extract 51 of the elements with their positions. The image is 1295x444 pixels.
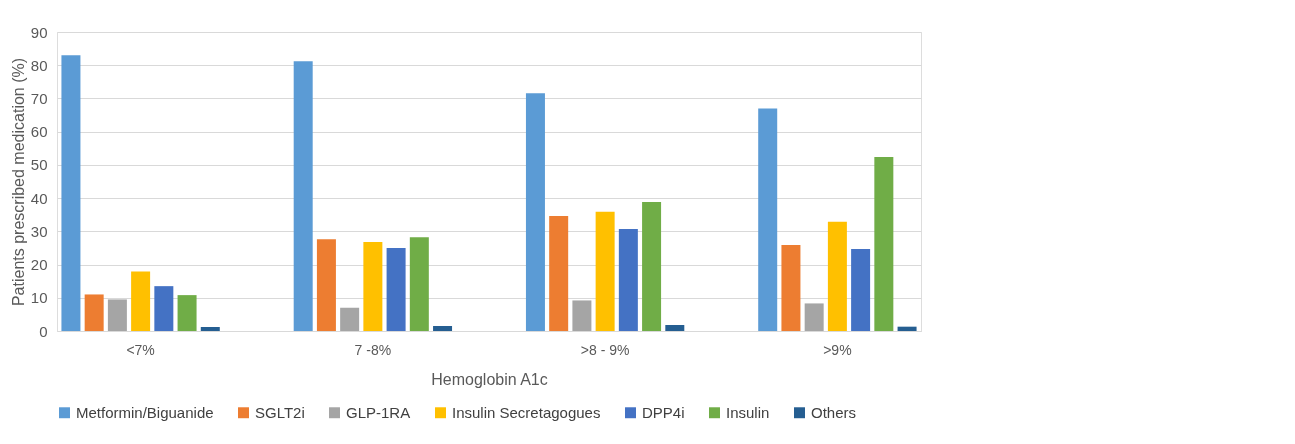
y-tick-label: 0 xyxy=(39,322,48,340)
bar xyxy=(340,307,360,331)
legend-label: Insulin xyxy=(726,403,770,421)
bar xyxy=(316,239,336,331)
y-tick-label: 20 xyxy=(30,256,48,274)
y-tick-label: 70 xyxy=(30,89,48,107)
bar xyxy=(386,247,406,331)
y-tick-label: 10 xyxy=(30,289,48,307)
y-tick-label: 50 xyxy=(30,156,48,174)
bar xyxy=(618,229,638,331)
bar xyxy=(154,286,174,331)
y-axis-title: Patients prescribed medication (%) xyxy=(9,57,27,307)
x-tick-label: <7% xyxy=(126,341,155,358)
bar xyxy=(525,93,545,331)
y-tick-label: 60 xyxy=(30,123,48,141)
x-axis-title: Hemoglobin A1c xyxy=(431,370,548,388)
legend-label: SGLT2i xyxy=(255,403,305,421)
bar xyxy=(433,326,453,331)
y-tick-label: 90 xyxy=(30,23,48,41)
x-tick-label: 7 -8% xyxy=(354,341,392,358)
x-tick-label: >8 - 9% xyxy=(580,341,630,358)
bar xyxy=(293,61,313,331)
bar xyxy=(572,300,592,331)
bar xyxy=(758,108,778,331)
x-tick-label: >9% xyxy=(823,341,852,358)
bar xyxy=(409,237,429,331)
y-tick-label: 30 xyxy=(30,222,48,240)
bar xyxy=(804,303,824,331)
legend-label: DPP4i xyxy=(642,403,685,421)
bar xyxy=(549,216,569,331)
bar xyxy=(665,325,685,331)
legend-label: Others xyxy=(811,403,857,421)
bar xyxy=(874,156,894,331)
bar xyxy=(61,55,81,331)
bar xyxy=(781,244,801,331)
bar xyxy=(642,202,662,331)
bar xyxy=(177,295,197,331)
bar xyxy=(131,271,151,331)
bar xyxy=(897,326,917,331)
legend-label: Insulin Secretagogues xyxy=(452,403,601,421)
bar xyxy=(107,299,127,331)
bar xyxy=(200,327,220,331)
bar xyxy=(827,221,847,331)
bar xyxy=(84,294,104,331)
y-tick-label: 40 xyxy=(30,189,48,207)
bar xyxy=(595,211,615,331)
y-tick-label: 80 xyxy=(30,56,48,74)
legend-label: Metformin/Biguanide xyxy=(76,403,214,421)
bar xyxy=(851,248,871,331)
bar xyxy=(363,241,383,331)
legend-label: GLP-1RA xyxy=(346,403,411,421)
